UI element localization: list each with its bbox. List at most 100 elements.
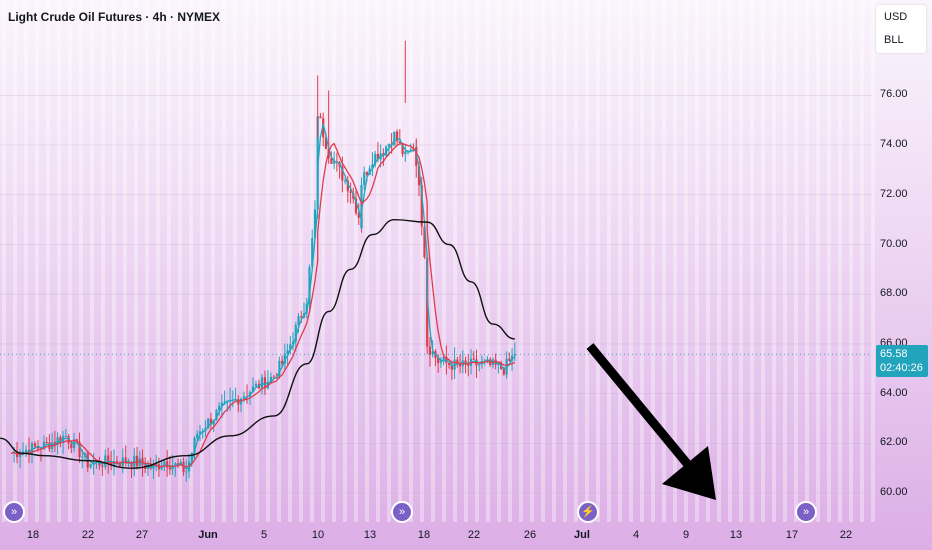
session-band	[519, 0, 523, 522]
session-band	[695, 0, 699, 522]
candle-body	[269, 376, 273, 382]
session-band	[321, 0, 325, 522]
session-band	[838, 0, 842, 522]
trend-arrow-shaft	[586, 343, 698, 475]
session-band	[13, 0, 17, 522]
candle-body	[423, 226, 426, 258]
candle-body	[239, 398, 243, 405]
session-band	[68, 0, 72, 522]
session-band	[90, 0, 94, 522]
session-band	[365, 0, 369, 522]
price-tick-label: 62.00	[880, 436, 908, 449]
session-band	[662, 0, 666, 522]
session-band	[750, 0, 754, 522]
candle-body	[417, 165, 421, 186]
candle-body	[289, 344, 292, 351]
price-tick-label: 64.00	[880, 386, 908, 399]
session-band	[475, 0, 479, 522]
candle-body	[18, 454, 22, 458]
candle-body	[78, 441, 81, 458]
session-band	[222, 0, 226, 522]
price-tick-label: 60.00	[880, 486, 908, 498]
candle-body	[174, 463, 177, 466]
session-band	[409, 0, 413, 522]
candle-body	[316, 116, 319, 178]
time-tick-label: 18	[417, 529, 431, 541]
currency-box[interactable]	[876, 5, 926, 53]
candle-body	[110, 462, 113, 466]
last-price: 65.58	[880, 348, 908, 360]
candle-body	[45, 441, 48, 443]
candle-body	[442, 356, 445, 362]
session-band	[354, 0, 358, 522]
candle-body	[59, 437, 62, 444]
time-tick-label: 17	[785, 529, 799, 541]
candle-body	[220, 402, 223, 407]
candle-body	[508, 358, 511, 361]
session-band	[35, 0, 39, 522]
fast-forward-icon[interactable]: »	[795, 501, 817, 523]
candle-body	[242, 396, 246, 399]
time-tick-label: 22	[81, 529, 95, 541]
candle-body	[286, 350, 289, 354]
session-band	[596, 0, 600, 522]
price-tick-label: 72.00	[880, 187, 908, 200]
session-band	[497, 0, 501, 522]
candle-body	[70, 443, 73, 449]
session-band	[288, 0, 292, 522]
time-tick-label: 10	[311, 529, 325, 541]
session-band	[277, 0, 281, 522]
candle-body	[212, 419, 215, 425]
time-tick-label: 13	[363, 529, 377, 541]
session-band	[211, 0, 215, 522]
bar-countdown: 02:40:26	[880, 362, 923, 374]
lightning-icon[interactable]: ⚡	[577, 501, 599, 523]
session-band	[508, 0, 512, 522]
session-band	[189, 0, 193, 522]
candle-body	[343, 180, 347, 182]
candle-body	[209, 418, 213, 425]
candle-body	[185, 471, 188, 473]
session-band	[486, 0, 490, 522]
session-band	[772, 0, 776, 522]
candle-body	[196, 434, 199, 439]
candle-body	[502, 368, 505, 375]
candle-body	[439, 361, 442, 363]
session-band	[112, 0, 116, 522]
candle-body	[472, 358, 475, 360]
session-band	[816, 0, 820, 522]
session-band	[24, 0, 28, 522]
time-tick-label: 9	[682, 529, 690, 541]
time-tick-label: 27	[135, 529, 149, 541]
candle-body	[357, 213, 360, 218]
candle-body	[450, 364, 453, 370]
session-band	[376, 0, 380, 522]
price-tick-label: 74.00	[880, 138, 908, 151]
candle-body	[431, 351, 434, 355]
candle-body	[198, 431, 202, 435]
session-band	[464, 0, 468, 522]
candle-body	[319, 116, 322, 119]
candle-body	[456, 359, 459, 364]
fast-forward-icon[interactable]: »	[391, 501, 413, 523]
currency-label[interactable]: USD	[884, 11, 908, 23]
session-band	[871, 0, 875, 522]
session-band	[651, 0, 655, 522]
session-band	[46, 0, 50, 522]
candle-body	[354, 198, 358, 214]
fast-forward-icon[interactable]: »	[3, 501, 25, 523]
session-band	[57, 0, 61, 522]
session-band	[618, 0, 622, 522]
unit-label[interactable]: BLL	[884, 34, 904, 46]
session-band	[145, 0, 149, 522]
candle-body	[223, 401, 226, 403]
candle-body	[324, 137, 328, 149]
candle-body	[448, 362, 451, 365]
candle-body	[190, 452, 193, 462]
candle-body	[374, 153, 377, 165]
candle-body	[89, 464, 92, 468]
session-band	[244, 0, 248, 522]
candle-body	[281, 360, 284, 364]
session-band	[805, 0, 809, 522]
